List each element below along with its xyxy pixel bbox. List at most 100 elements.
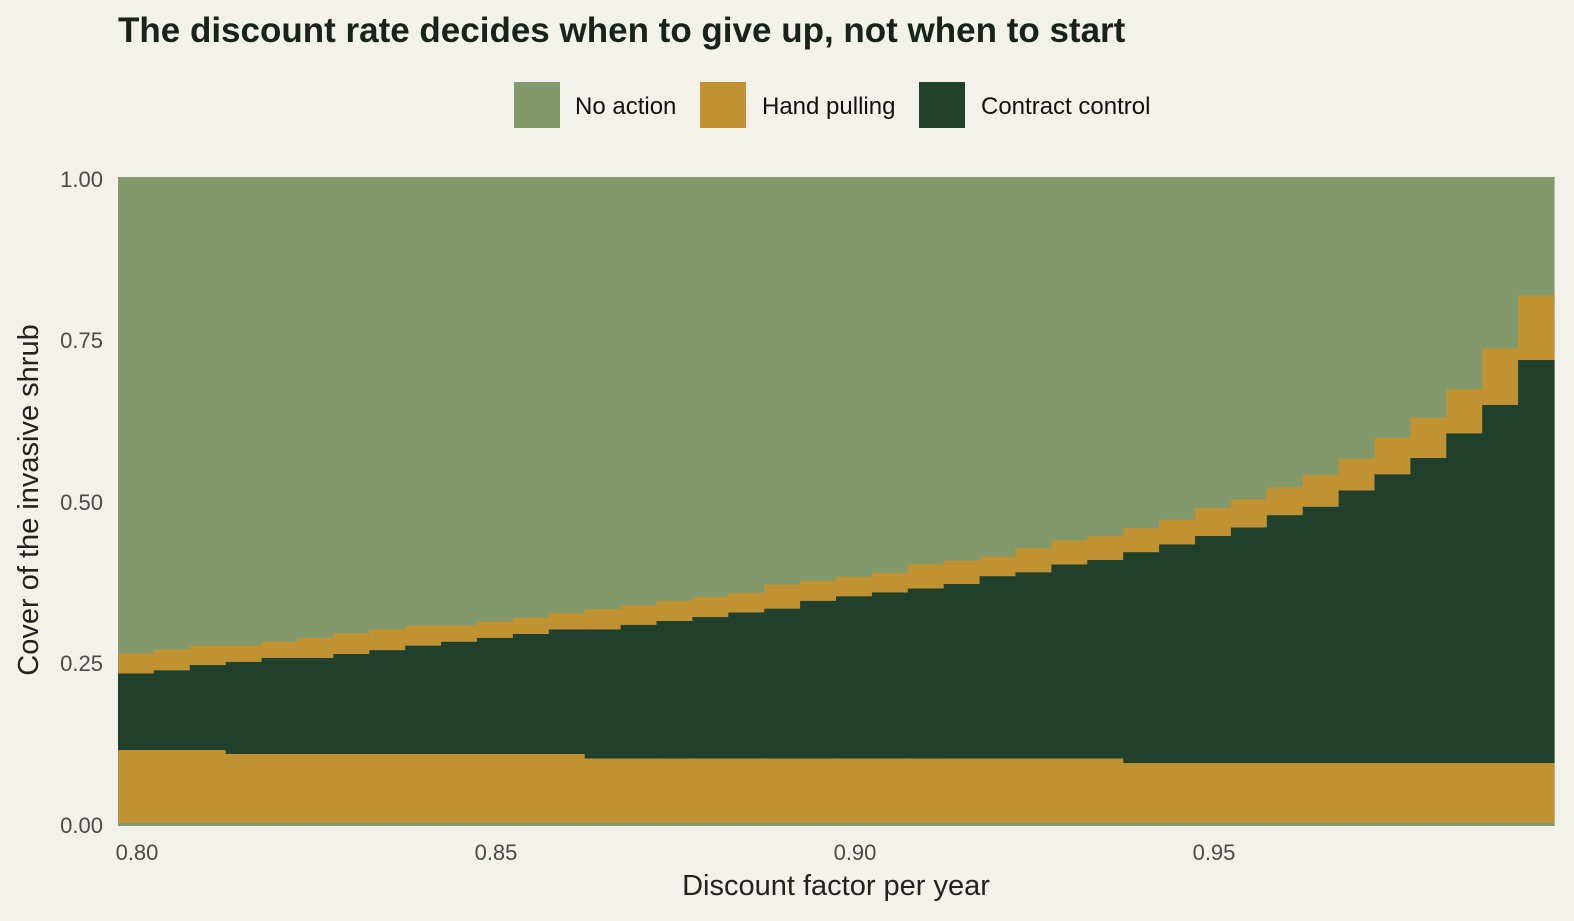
y-tick-label-0: 0.00: [60, 813, 103, 838]
area-hand-pulling-high: [118, 653, 155, 674]
area-hand-pulling-low: [1266, 763, 1304, 823]
area-hand-pulling-low: [1518, 763, 1555, 823]
area-contract-control: [1266, 515, 1304, 764]
area-contract-control: [477, 637, 514, 754]
area-hand-pulling-high: [800, 580, 837, 601]
area-hand-pulling-high: [405, 625, 442, 646]
legend-swatch-contract-control: [919, 82, 965, 128]
legend-swatch-hand-pulling: [700, 82, 746, 128]
x-tick-label-2: 0.90: [834, 840, 877, 865]
area-hand-pulling-low: [1051, 758, 1088, 823]
area-contract-control: [225, 661, 263, 754]
area-hand-pulling-low: [728, 758, 765, 823]
area-hand-pulling-low: [979, 758, 1017, 823]
area-hand-pulling-low: [764, 758, 801, 823]
area-hand-pulling-high: [1410, 417, 1447, 459]
area-contract-control: [333, 654, 370, 754]
area-contract-control: [441, 641, 478, 754]
area-hand-pulling-high: [1230, 499, 1268, 528]
area-hand-pulling-high: [836, 576, 873, 597]
area-hand-pulling-high: [477, 621, 514, 638]
area-contract-control: [620, 624, 658, 759]
area-hand-pulling-low: [656, 758, 693, 823]
area-hand-pulling-high: [1159, 519, 1196, 545]
area-hand-pulling-low: [369, 753, 406, 823]
area-contract-control: [979, 576, 1017, 759]
area-hand-pulling-high: [1087, 535, 1124, 560]
area-hand-pulling-high: [1338, 458, 1376, 491]
area-hand-pulling-low: [1446, 763, 1483, 823]
area-contract-control: [118, 673, 155, 751]
area-contract-control: [871, 592, 909, 759]
y-axis: 0.00 0.25 0.50 0.75 1.00: [60, 167, 103, 838]
area-contract-control: [943, 583, 981, 759]
area-contract-control: [800, 600, 837, 759]
area-hand-pulling-low: [1230, 763, 1268, 823]
area-hand-pulling-low: [189, 750, 227, 823]
area-hand-pulling-high: [907, 564, 945, 589]
area-hand-pulling-high: [261, 641, 299, 658]
area-hand-pulling-high: [764, 584, 801, 609]
area-hand-pulling-low: [871, 758, 909, 823]
area-hand-pulling-low: [1015, 758, 1052, 823]
area-contract-control: [584, 629, 622, 759]
area-hand-pulling-low: [118, 750, 155, 823]
area-hand-pulling-high: [225, 645, 263, 662]
area-hand-pulling-high: [1051, 540, 1088, 565]
area-contract-control: [1518, 360, 1555, 764]
area-hand-pulling-low: [1410, 763, 1447, 823]
area-hand-pulling-high: [153, 649, 191, 671]
area-contract-control: [1410, 458, 1447, 764]
area-hand-pulling-low: [512, 753, 550, 823]
area-hand-pulling-low: [225, 753, 263, 823]
area-hand-pulling-low: [548, 753, 586, 823]
area-hand-pulling-low: [943, 758, 981, 823]
area-hand-pulling-low: [907, 758, 945, 823]
area-hand-pulling-low: [477, 753, 514, 823]
area-contract-control: [1195, 535, 1232, 764]
x-axis: 0.80 0.85 0.90 0.95: [116, 840, 1236, 865]
area-hand-pulling-low: [153, 750, 191, 823]
area-contract-control: [369, 650, 406, 754]
area-contract-control: [1338, 490, 1376, 764]
area-contract-control: [512, 633, 550, 754]
area-hand-pulling-low: [333, 753, 370, 823]
legend-swatch-no-action: [514, 82, 560, 128]
y-tick-label-3: 0.75: [60, 328, 103, 353]
x-axis-title: Discount factor per year: [682, 870, 990, 902]
area-hand-pulling-low: [836, 758, 873, 823]
plot-area: [118, 177, 1555, 826]
area-hand-pulling-low: [1123, 763, 1160, 823]
y-tick-label-1: 0.25: [60, 651, 103, 676]
area-contract-control: [656, 620, 693, 759]
area-hand-pulling-low: [1159, 763, 1196, 823]
area-contract-control: [405, 645, 442, 754]
legend-label-no-action: No action: [575, 93, 676, 120]
area-contract-control: [297, 657, 334, 754]
area-hand-pulling-high: [512, 617, 550, 634]
chart-title: The discount rate decides when to give u…: [118, 11, 1126, 50]
area-hand-pulling-high: [189, 645, 227, 666]
area-hand-pulling-high: [1015, 548, 1052, 573]
area-hand-pulling-low: [297, 753, 334, 823]
area-contract-control: [1087, 559, 1124, 759]
area-hand-pulling-high: [979, 556, 1017, 577]
area-hand-pulling-high: [656, 600, 693, 621]
area-contract-control: [1482, 404, 1519, 764]
area-hand-pulling-low: [1482, 763, 1519, 823]
y-tick-label-4: 1.00: [60, 167, 103, 192]
area-hand-pulling-low: [1338, 763, 1376, 823]
area-hand-pulling-low: [1302, 763, 1340, 823]
area-contract-control: [1123, 552, 1160, 764]
area-hand-pulling-low: [620, 758, 658, 823]
area-contract-control: [692, 617, 729, 759]
area-contract-control: [1015, 572, 1052, 759]
area-hand-pulling-low: [261, 753, 299, 823]
area-contract-control: [1374, 474, 1411, 764]
area-hand-pulling-high: [692, 596, 729, 618]
area-contract-control: [1230, 527, 1268, 764]
area-contract-control: [261, 657, 299, 754]
area-hand-pulling-high: [369, 629, 406, 651]
area-contract-control: [836, 596, 873, 759]
